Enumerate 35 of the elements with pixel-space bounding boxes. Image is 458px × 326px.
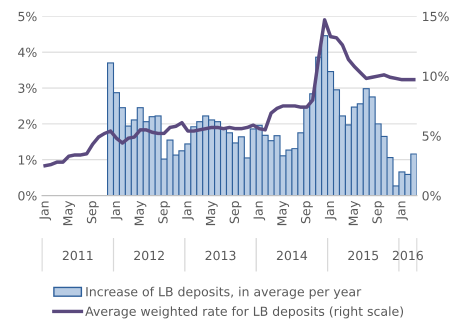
x-tick-label: May bbox=[63, 200, 75, 226]
x-tick-label: May bbox=[277, 200, 290, 226]
line-series bbox=[43, 18, 416, 168]
y2-tick-label: 10% bbox=[423, 72, 449, 81]
y-tick-label: 4% bbox=[18, 48, 37, 58]
x-tick-label: Jan bbox=[182, 202, 194, 220]
y-tick-label: 5% bbox=[18, 12, 37, 22]
legend-label: Average weighted rate for LB deposits (right scale) bbox=[85, 306, 404, 318]
text: 2016 bbox=[392, 250, 423, 260]
text: 2012 bbox=[134, 250, 164, 260]
y-tick-label: 2% bbox=[18, 119, 37, 129]
text: 2014 bbox=[276, 250, 308, 260]
x-tick-label: Jan bbox=[39, 202, 52, 220]
x-tick-label: May bbox=[206, 200, 218, 226]
x-tick-label: Jan bbox=[110, 202, 122, 220]
x-tick-label: Jan bbox=[324, 202, 337, 220]
x-tick-label: Jan bbox=[254, 202, 266, 220]
x-tick-label: Sep bbox=[86, 201, 99, 224]
text: 2015 bbox=[348, 250, 378, 260]
y2-tick-label: 5% bbox=[422, 131, 441, 141]
x-tick-label: Sep bbox=[158, 201, 170, 224]
y-tick-label: 3% bbox=[18, 83, 37, 93]
x-tick-label: Sep bbox=[230, 201, 242, 224]
text: 2011 bbox=[62, 250, 93, 260]
x-tick-label: May bbox=[134, 200, 146, 226]
y-tick-label: 1% bbox=[18, 155, 37, 165]
x-tick-label: May bbox=[348, 200, 360, 226]
legend-label: Increase of LB deposits, in average per year bbox=[86, 286, 362, 299]
text: 2013 bbox=[206, 250, 236, 260]
x-tick-label: Sep bbox=[300, 201, 313, 224]
x-tick-label: Jan bbox=[396, 202, 408, 220]
y-tick-label: 0% bbox=[18, 191, 37, 201]
y2-tick-label: 0% bbox=[422, 191, 441, 201]
y2-tick-label: 15% bbox=[423, 12, 449, 22]
x-tick-label: Sep bbox=[372, 201, 384, 224]
